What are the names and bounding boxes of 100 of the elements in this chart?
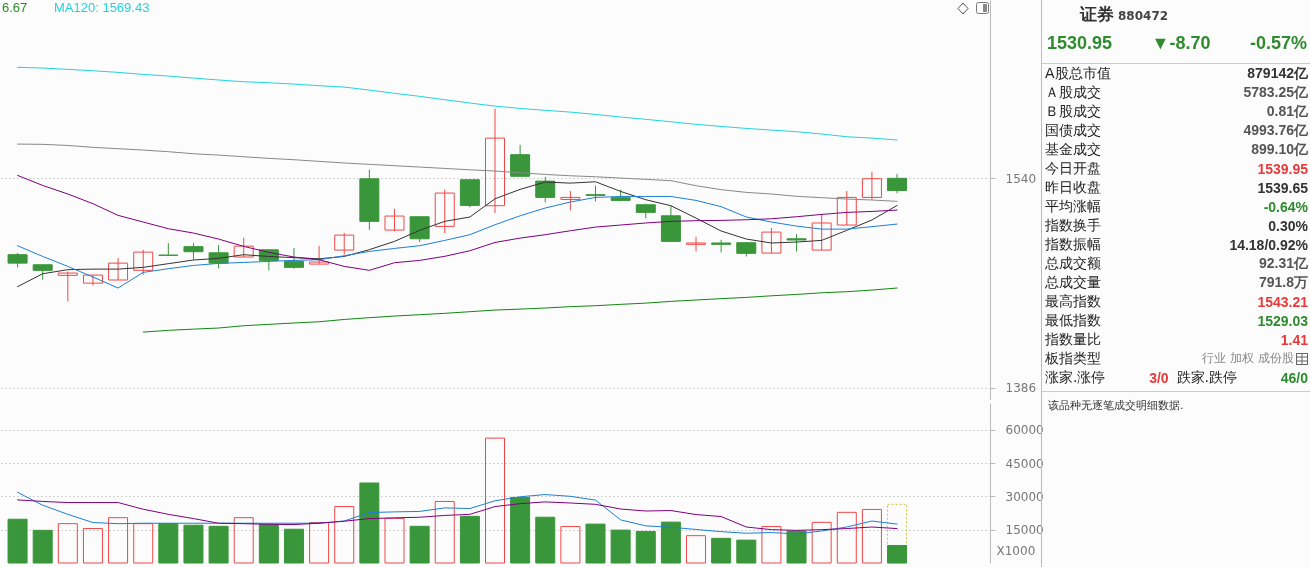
y-tick-label: 60000 xyxy=(1005,423,1044,438)
bar xyxy=(887,544,908,564)
text: 1539.95 xyxy=(1257,160,1308,177)
bar xyxy=(560,526,581,564)
bar xyxy=(233,517,254,564)
text: -0.64% xyxy=(1263,198,1308,215)
text: 1543.21 xyxy=(1257,293,1308,310)
bar xyxy=(409,525,430,564)
text: 899.10亿 xyxy=(1251,140,1308,157)
bar xyxy=(283,528,304,564)
text: 791.8万 xyxy=(1258,273,1308,290)
candlestick xyxy=(811,213,832,251)
text: 1530.95 xyxy=(1047,33,1113,55)
candlestick xyxy=(334,232,355,256)
y-axis-title: X1000 xyxy=(996,543,1036,558)
candlestick xyxy=(535,176,556,203)
candlestick xyxy=(283,247,304,270)
line-series xyxy=(17,143,898,202)
text: 该品种无逐笔成交明细数据. xyxy=(1042,391,1310,413)
text: 0.30% xyxy=(1268,217,1308,234)
y-tick-label: 1540 xyxy=(1005,171,1037,186)
bar xyxy=(434,500,455,564)
category-label: 平均涨幅 xyxy=(1045,197,1101,216)
text: 1.41 xyxy=(1280,331,1308,348)
candlestick xyxy=(836,190,857,226)
line-series xyxy=(17,491,898,535)
text: 880472 xyxy=(1118,9,1169,23)
category-label: 基金成交 xyxy=(1045,140,1101,159)
y-tick-label: 30000 xyxy=(1005,489,1044,504)
bar xyxy=(7,518,28,564)
candlestick xyxy=(887,173,908,194)
bar xyxy=(535,516,556,564)
candlestick xyxy=(485,108,505,214)
text: 3/0 xyxy=(1149,369,1169,386)
bar xyxy=(82,528,103,564)
category-label: 跌家.跌停 xyxy=(1176,368,1238,387)
bar xyxy=(711,537,732,564)
bar xyxy=(761,526,782,564)
candlestick xyxy=(510,144,531,177)
bar xyxy=(861,508,882,564)
bar xyxy=(736,539,757,564)
line-series xyxy=(142,287,898,333)
line-series xyxy=(17,66,898,141)
bar xyxy=(836,511,857,564)
y-tick-label: 15000 xyxy=(1005,523,1044,538)
text: 1529.03 xyxy=(1257,312,1308,329)
text: 879142亿 xyxy=(1247,64,1308,81)
bar xyxy=(57,523,78,564)
bar xyxy=(485,437,505,564)
category-label: 今日开盘 xyxy=(1045,159,1101,178)
category-label: 指数量比 xyxy=(1045,330,1101,349)
category-label: 最高指数 xyxy=(1045,292,1101,311)
text: 5783.25亿 xyxy=(1243,83,1308,100)
category-label: A股总市值 xyxy=(1045,64,1111,83)
bar xyxy=(183,524,204,564)
candlestick xyxy=(108,257,129,281)
candlestick xyxy=(434,189,455,234)
category-label: Ａ股成交 xyxy=(1045,83,1101,102)
text: 证券 xyxy=(1080,4,1114,24)
candlestick xyxy=(158,242,179,256)
candlestick xyxy=(560,190,581,211)
bar xyxy=(585,523,606,564)
bar xyxy=(309,522,330,564)
text: 14.18/0.92% xyxy=(1229,236,1308,253)
candlestick xyxy=(309,245,330,265)
bar xyxy=(686,535,707,564)
bar xyxy=(459,515,480,564)
candlestick xyxy=(686,236,707,252)
text: 0.81亿 xyxy=(1266,102,1308,119)
candlestick xyxy=(133,249,154,276)
category-label: 国债成交 xyxy=(1045,121,1101,140)
candlestick xyxy=(861,171,882,201)
bar xyxy=(786,530,807,564)
text: ▼-8.70 xyxy=(1151,33,1211,55)
category-label: 指数振幅 xyxy=(1045,235,1101,254)
category-label: 涨家.涨停 xyxy=(1045,368,1106,387)
candlestick xyxy=(233,237,254,258)
bar xyxy=(208,525,229,564)
bar xyxy=(359,482,380,564)
bar xyxy=(32,529,53,564)
category-label: 总成交量 xyxy=(1045,273,1101,292)
text: MA120: 1569.43 xyxy=(54,0,150,15)
bar xyxy=(158,523,179,564)
line-series xyxy=(17,174,898,271)
candlestick xyxy=(409,216,430,243)
category-label: Ｂ股成交 xyxy=(1045,102,1101,121)
line-series xyxy=(17,499,898,531)
text: 行业 加权 成份股 xyxy=(1202,351,1294,365)
candlestick xyxy=(761,227,782,254)
category-label: 板指类型 xyxy=(1045,349,1101,368)
category-label: 昨日收盘 xyxy=(1045,178,1101,197)
text: -0.57% xyxy=(1249,33,1307,55)
candlestick xyxy=(57,270,78,302)
text: 92.31亿 xyxy=(1258,254,1308,271)
bar xyxy=(384,517,405,564)
y-tick-label: 1386 xyxy=(1005,381,1037,396)
bar xyxy=(811,521,832,564)
bar xyxy=(660,521,681,564)
candlestick xyxy=(82,274,103,286)
bar xyxy=(610,529,631,564)
